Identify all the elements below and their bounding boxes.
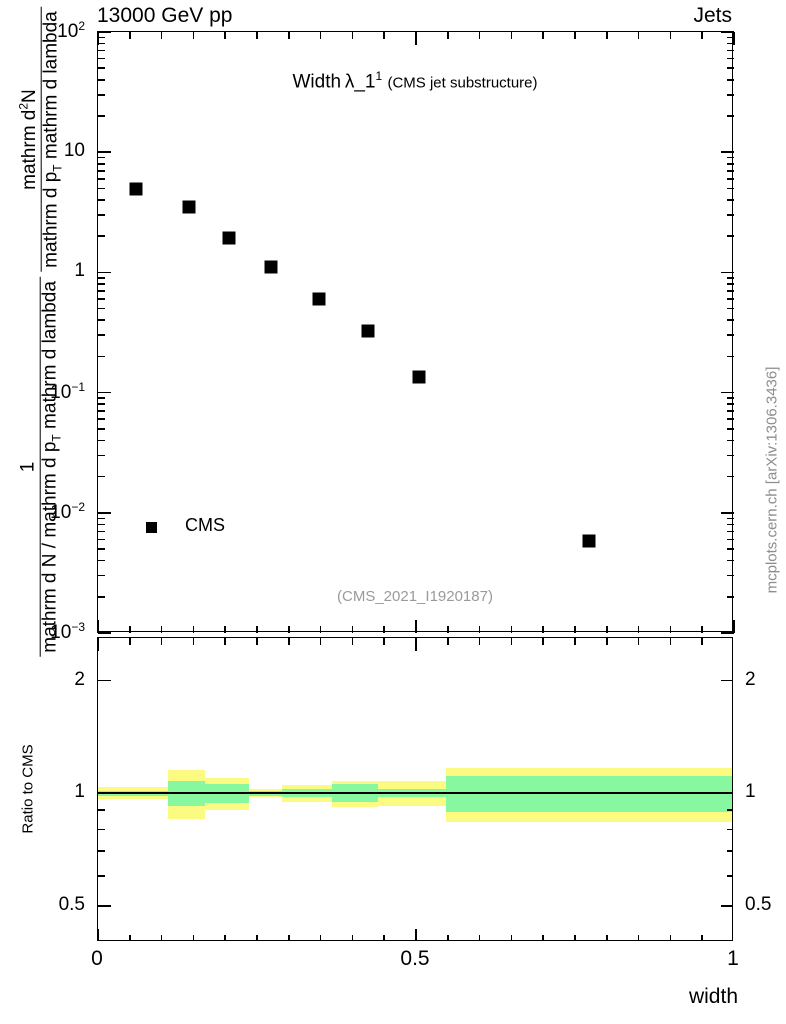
main-y-tick-mantissa: 10 <box>50 501 72 523</box>
main-y-tick-label: 10−3 <box>50 620 85 644</box>
ratio-y-tick-label-left: 0.5 <box>58 893 85 915</box>
x-tick-label: 0 <box>91 947 103 970</box>
data-point-marker <box>222 231 236 245</box>
x-axis-label: width <box>688 985 738 1008</box>
mcplots-credit: mcplots.cern.ch [arXiv:1306.3436] <box>763 366 781 594</box>
main-y-tick-mantissa: 10 <box>50 381 72 403</box>
title-lambda-text: λ_1 <box>344 71 376 93</box>
main-y-tick-exponent: 2 <box>78 18 85 33</box>
beam-energy-label: 13000 GeV pp <box>97 4 233 27</box>
main-y-tick-mantissa: 10 <box>50 622 72 644</box>
main-plot-panel <box>97 31 735 634</box>
main-y-tick-label: 1 <box>74 260 85 282</box>
legend-marker-cms <box>146 522 157 533</box>
ratio-y-tick-labels-left: 2 1 0.5 <box>0 637 93 941</box>
data-point-marker <box>264 260 278 274</box>
page-title: Width λ_11 (CMS jet substructure) <box>97 69 733 93</box>
main-y-tick-exponent: −2 <box>71 499 85 514</box>
ratio-y-tick-labels-right: 2 1 0.5 <box>737 637 786 941</box>
ratio-y-tick-label-right: 2 <box>745 668 756 690</box>
main-y-tick-mantissa: 1 <box>74 260 85 282</box>
ratio-y-tick-label-left: 2 <box>74 668 85 690</box>
main-y-tick-exponent: −3 <box>71 619 85 634</box>
ratio-plot-panel <box>97 637 733 941</box>
data-point-marker <box>582 534 596 548</box>
data-point-marker <box>182 200 196 214</box>
ratio-reference-line <box>98 792 732 794</box>
title-superscript: 1 <box>375 69 383 83</box>
ratio-y-tick-label-right: 0.5 <box>745 893 772 915</box>
title-main-text: Width <box>292 71 342 93</box>
main-y-tick-labels: 102 10 1 10−1 10−2 10−3 <box>0 19 93 643</box>
ratio-inner-uncertainty-band <box>445 776 732 813</box>
main-y-tick-label: 10−1 <box>50 379 85 403</box>
category-label: Jets <box>693 4 732 27</box>
title-subtitle: (CMS jet substructure) <box>387 74 538 92</box>
x-tick-label: 0.5 <box>400 947 430 970</box>
main-y-tick-exponent: −1 <box>71 379 85 394</box>
data-point-marker <box>412 370 426 384</box>
data-point-marker <box>361 324 375 338</box>
x-tick-label: 1 <box>727 947 739 970</box>
data-point-marker <box>312 292 326 306</box>
ratio-bands-container <box>98 638 732 940</box>
ratio-y-tick-label-right: 1 <box>745 781 756 803</box>
main-y-tick-label: 10−2 <box>50 500 85 524</box>
main-y-tick-mantissa: 10 <box>57 21 79 43</box>
data-point-marker <box>129 182 143 196</box>
analysis-id-watermark: (CMS_2021_I1920187) <box>337 588 493 605</box>
main-y-tick-mantissa: 10 <box>63 140 85 162</box>
main-y-tick-label: 10 <box>64 140 85 162</box>
ratio-y-tick-label-left: 1 <box>74 781 85 803</box>
credit-container: mcplots.cern.ch [arXiv:1306.3436] <box>757 330 786 630</box>
main-y-tick-label: 102 <box>57 19 85 43</box>
legend-label-cms: CMS <box>185 515 225 535</box>
